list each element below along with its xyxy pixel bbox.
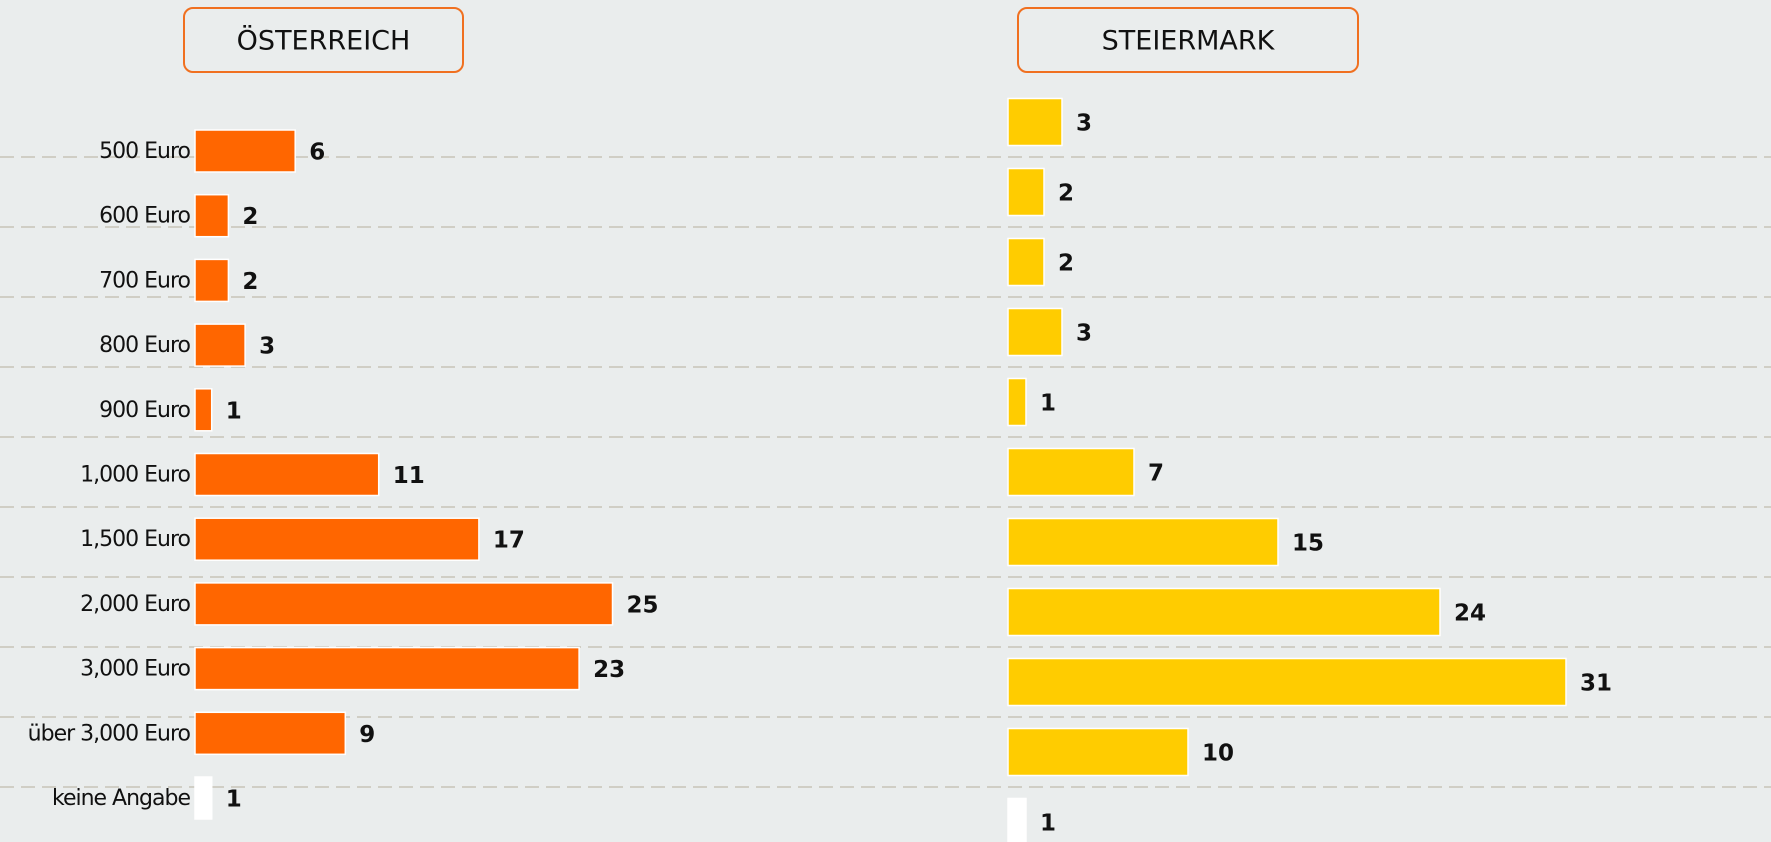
bar [194,646,580,691]
category-label: 900 Euro [99,398,190,423]
category-label: 700 Euro [99,268,190,293]
bar [1007,237,1045,287]
value-label: 23 [593,657,625,683]
bar [1007,657,1567,707]
category-label: 1,000 Euro [80,463,190,488]
bar [194,258,230,303]
title-box [183,7,464,73]
bar [1007,97,1063,147]
value-label: 24 [1454,601,1486,627]
bar [194,129,296,173]
bar [1007,307,1063,357]
bar [1007,517,1279,567]
chart-title: ÖSTERREICH [237,25,411,57]
category-label: 1,500 Euro [80,527,190,552]
bar [1007,727,1189,777]
value-label: 1 [1040,811,1056,837]
category-label: 800 Euro [99,333,190,358]
value-label: 2 [242,269,258,295]
bar [1007,797,1027,842]
category-label: keine Angabe [52,786,190,811]
bar [1007,587,1441,637]
value-label: 3 [259,334,275,360]
value-label: 1 [226,787,242,813]
bar [1007,167,1045,217]
bar [1007,447,1135,497]
bar [194,776,213,820]
category-label: 600 Euro [99,204,190,229]
value-label: 25 [627,592,659,618]
bar [194,323,246,367]
value-label: 10 [1202,741,1234,767]
bar [194,452,380,497]
value-label: 3 [1076,111,1092,137]
value-label: 11 [393,463,425,489]
value-label: 1 [226,398,242,424]
value-label: 2 [1058,181,1074,207]
value-label: 9 [359,722,375,748]
bar [194,582,614,626]
value-label: 1 [1040,391,1056,417]
value-label: 31 [1580,671,1612,697]
value-label: 3 [1076,321,1092,347]
category-label: 500 Euro [99,139,190,164]
category-label: 3,000 Euro [80,657,190,682]
value-label: 7 [1148,461,1164,487]
category-label: über 3,000 Euro [28,721,191,746]
bar [194,388,213,432]
bar [194,711,347,756]
bar [194,193,230,238]
chart-title: STEIERMARK [1102,26,1276,57]
value-label: 2 [242,204,258,230]
value-label: 6 [309,140,325,166]
value-label: 17 [493,528,525,554]
bar [1007,377,1027,427]
bar [194,517,480,561]
value-label: 2 [1058,251,1074,277]
value-label: 15 [1292,531,1324,557]
title-box [1017,7,1359,73]
category-label: 2,000 Euro [80,592,190,617]
